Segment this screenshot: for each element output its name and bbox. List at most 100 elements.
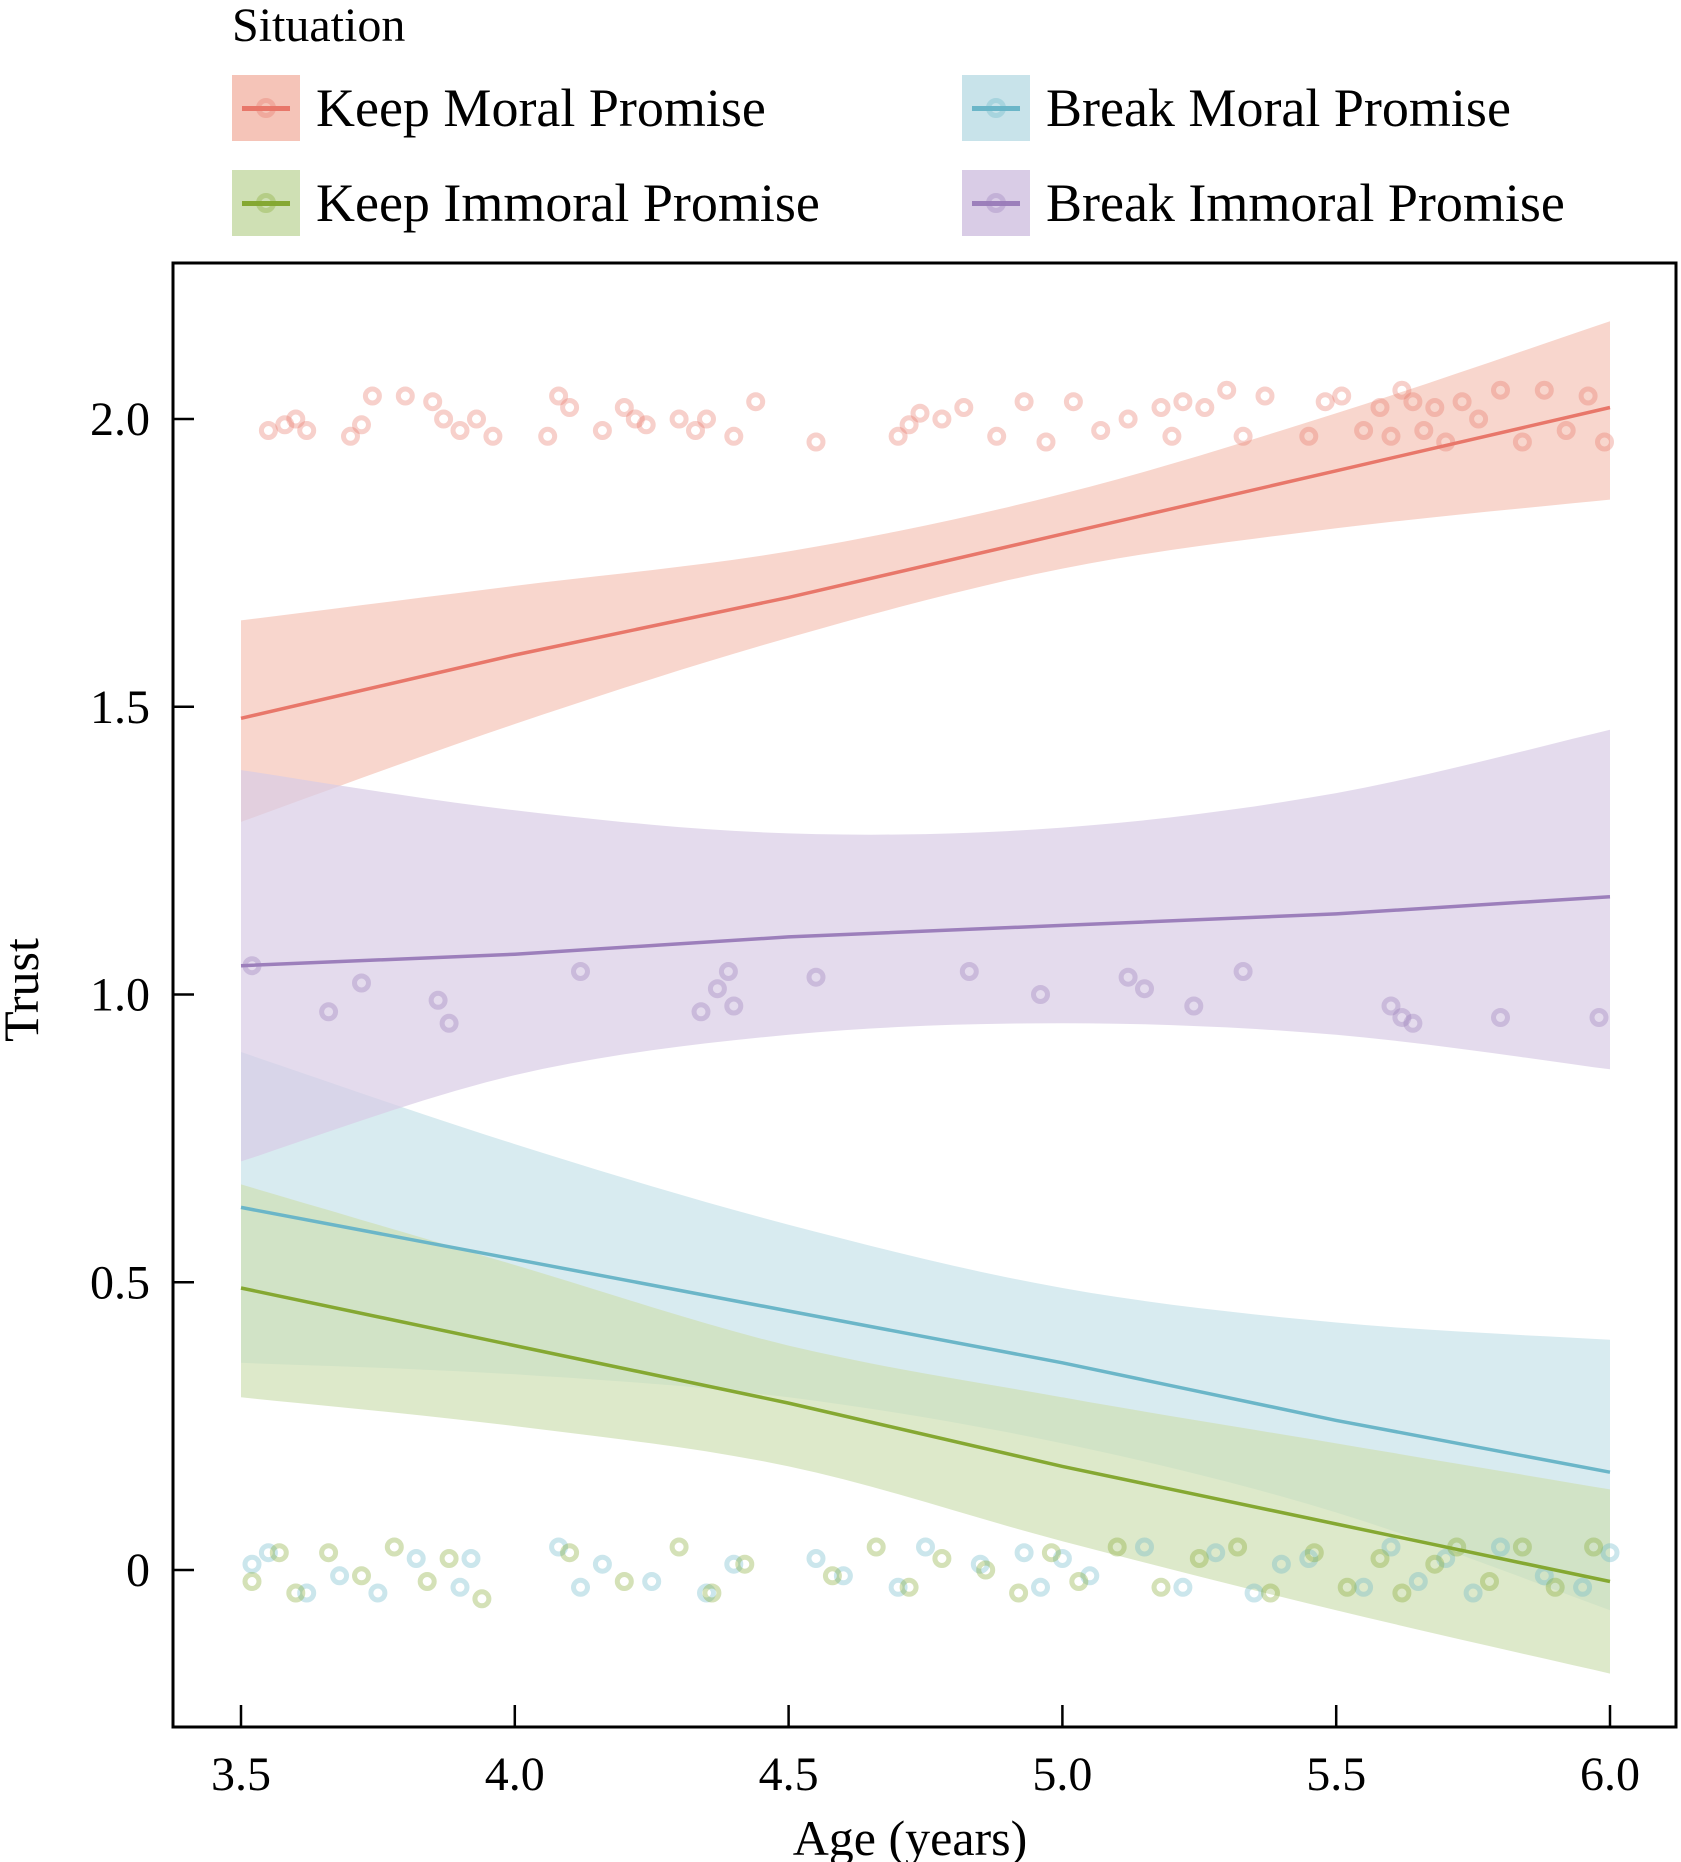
data-point-keep-moral-promise [1381, 426, 1401, 446]
data-point-break-moral-promise [571, 1577, 590, 1597]
data-point-keep-moral-promise [1162, 426, 1182, 446]
data-point-keep-moral-promise [1091, 421, 1111, 440]
x-axis-label: Age (years) [793, 1810, 1028, 1862]
data-point-break-moral-promise [1491, 1537, 1510, 1557]
ci-band-keep-immoral-promise [241, 1184, 1610, 1674]
x-axis: 3.5 4.0 4.5 5.0 5.5 6.0 [211, 1705, 1640, 1801]
data-point-keep-moral-promise [1014, 392, 1034, 412]
data-point-keep-moral-promise [1425, 398, 1445, 417]
data-point-break-immoral-promise [1381, 996, 1401, 1016]
data-point-keep-moral-promise [1491, 380, 1510, 400]
data-point-keep-moral-promise [352, 415, 371, 435]
data-point-keep-immoral-promise [472, 1589, 492, 1609]
data-point-break-moral-promise [1080, 1566, 1100, 1586]
data-point-keep-moral-promise [549, 386, 569, 406]
data-point-keep-moral-promise [1299, 426, 1319, 446]
data-point-break-immoral-promise [724, 996, 744, 1016]
y-axis-label: Trust [0, 938, 49, 1042]
data-point-keep-moral-promise [1403, 392, 1423, 412]
data-point-keep-moral-promise [697, 409, 716, 429]
data-point-break-moral-promise [592, 1554, 612, 1574]
data-point-keep-immoral-promise [1584, 1537, 1604, 1557]
data-point-break-moral-promise [549, 1537, 569, 1557]
data-point-keep-moral-promise [1151, 398, 1171, 417]
fit-line-keep-immoral-promise [240, 1286, 1611, 1584]
y-tick-label: 1.5 [90, 681, 150, 734]
data-point-keep-moral-promise [1392, 380, 1412, 400]
data-point-break-immoral-promise [718, 962, 738, 981]
data-point-keep-immoral-promise [269, 1543, 289, 1563]
legend-label: Break Immoral Promise [1046, 173, 1565, 233]
data-point-keep-moral-promise [592, 421, 612, 440]
data-point-keep-moral-promise [636, 415, 656, 435]
data-point-keep-moral-promise [987, 426, 1007, 446]
data-point-break-moral-promise [1173, 1577, 1193, 1597]
data-point-break-immoral-promise [691, 1002, 711, 1022]
data-point-keep-moral-promise [954, 398, 974, 417]
data-point-break-moral-promise [1052, 1549, 1072, 1568]
legend-swatch-icon [232, 75, 300, 141]
data-point-keep-moral-promise [806, 432, 826, 452]
fit-line-break-immoral-promise [240, 894, 1611, 968]
data-point-keep-immoral-promise [1337, 1577, 1357, 1597]
data-point-keep-immoral-promise [669, 1537, 689, 1557]
data-point-keep-moral-promise [395, 386, 415, 406]
data-point-keep-immoral-promise [1545, 1577, 1565, 1597]
data-point-keep-moral-promise [1332, 386, 1352, 406]
data-point-keep-moral-promise [888, 426, 908, 446]
data-point-keep-immoral-promise [242, 1572, 262, 1591]
data-point-keep-immoral-promise [1392, 1583, 1412, 1603]
data-point-break-moral-promise [1408, 1572, 1428, 1591]
legend-item-keep-moral-promise: Keep Moral Promise [232, 75, 766, 141]
data-point-keep-immoral-promise [976, 1560, 996, 1580]
fit-line-keep-moral-promise [240, 405, 1611, 721]
scatter-points [242, 380, 1620, 1609]
data-point-keep-immoral-promise [932, 1549, 952, 1568]
data-point-keep-moral-promise [1173, 392, 1193, 412]
data-point-keep-moral-promise [1354, 421, 1374, 440]
data-point-break-moral-promise [697, 1583, 716, 1603]
y-axis: 0 0.5 1.0 1.5 2.0 [90, 393, 194, 1597]
data-point-break-immoral-promise [1031, 985, 1050, 1004]
data-point-keep-moral-promise [1436, 432, 1456, 452]
data-point-break-moral-promise [888, 1577, 908, 1597]
data-point-break-moral-promise [1299, 1549, 1319, 1568]
data-point-break-immoral-promise [1589, 1008, 1609, 1027]
x-tick-label: 4.5 [759, 1748, 819, 1801]
data-point-break-moral-promise [368, 1583, 388, 1603]
data-point-keep-moral-promise [1315, 392, 1335, 412]
data-point-break-immoral-promise [1491, 1008, 1510, 1027]
data-point-keep-moral-promise [1370, 398, 1390, 417]
data-point-keep-moral-promise [625, 409, 645, 429]
data-point-break-moral-promise [970, 1554, 990, 1574]
data-point-break-moral-promise [1381, 1537, 1401, 1557]
data-point-keep-immoral-promise [735, 1554, 755, 1574]
data-point-keep-moral-promise [1534, 380, 1554, 400]
data-point-keep-immoral-promise [1512, 1537, 1532, 1557]
data-point-keep-immoral-promise [614, 1572, 634, 1591]
legend-marker-icon [256, 193, 276, 213]
data-point-keep-immoral-promise [319, 1543, 339, 1563]
data-point-break-moral-promise [806, 1549, 826, 1568]
data-point-break-moral-promise [1354, 1577, 1374, 1597]
data-point-keep-moral-promise [341, 426, 360, 446]
data-point-keep-immoral-promise [1425, 1554, 1445, 1574]
data-point-keep-immoral-promise [1009, 1583, 1029, 1603]
data-point-keep-moral-promise [1036, 432, 1056, 452]
data-point-keep-moral-promise [286, 409, 306, 429]
data-point-keep-immoral-promise [439, 1549, 459, 1568]
data-point-keep-moral-promise [910, 403, 930, 423]
data-point-keep-moral-promise [1063, 392, 1083, 412]
fit-lines [240, 405, 1611, 1584]
data-point-keep-immoral-promise [286, 1583, 306, 1603]
data-point-keep-moral-promise [362, 386, 382, 406]
data-point-break-moral-promise [406, 1549, 426, 1568]
data-point-break-immoral-promise [439, 1013, 459, 1033]
data-point-break-immoral-promise [1118, 967, 1138, 987]
data-point-break-immoral-promise [352, 973, 371, 993]
data-point-break-moral-promise [297, 1583, 317, 1603]
data-point-break-moral-promise [461, 1549, 481, 1568]
data-point-keep-immoral-promise [560, 1543, 580, 1563]
data-point-keep-immoral-promise [1069, 1572, 1089, 1591]
